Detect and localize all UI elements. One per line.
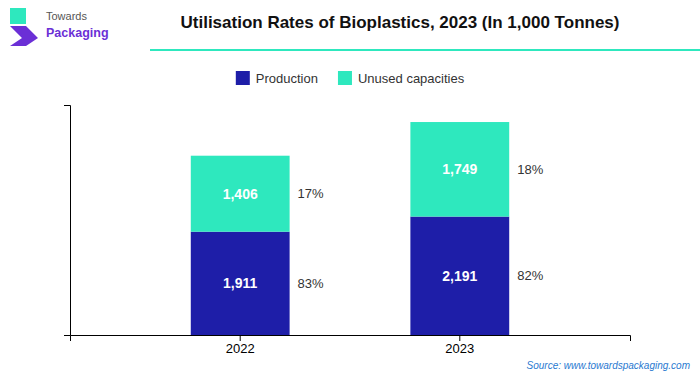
share-label: 82% (517, 268, 543, 283)
labels: 1,911 83% 2,191 82% 1,406 17% 1,749 18% (223, 161, 544, 291)
data-label: 1,749 (442, 161, 477, 177)
data-label: 1,406 (223, 186, 258, 202)
y-axis (64, 106, 71, 336)
legend-item: Production (236, 71, 318, 86)
x-tick-mark (240, 335, 241, 341)
legend-swatch (236, 71, 250, 85)
x-tick-label: 2022 (226, 341, 255, 356)
logo-square (10, 8, 26, 24)
logo-text: Packaging (46, 26, 109, 40)
x-tick: 2023 (445, 335, 474, 356)
data-label: 2,191 (442, 268, 477, 284)
plot: 1,911 83% 2,191 82% 1,406 17% 1,749 18% 2022 2023 (64, 106, 631, 357)
data-label: 1,911 (223, 275, 257, 291)
x-axis: 2022 2023 (71, 335, 631, 356)
x-axis-line (71, 336, 631, 342)
title: Utilisation Rates of Bioplastics, 2023 (… (181, 13, 620, 32)
share-label: 17% (298, 186, 324, 201)
source: Source: www.towardspackaging.com (527, 360, 690, 371)
bar (191, 156, 290, 232)
share-label: 83% (298, 276, 324, 291)
x-tick-mark (459, 335, 460, 341)
accent-line (150, 49, 700, 51)
y-axis-line (64, 106, 71, 336)
legend-swatch (338, 71, 352, 85)
bar (410, 122, 509, 217)
logo-text: Towards (46, 10, 87, 22)
x-tick: 2022 (226, 335, 255, 356)
logo (10, 8, 38, 46)
legend-label: Unused capacities (358, 71, 465, 86)
legend-label: Production (256, 71, 318, 86)
legend-item: Unused capacities (338, 71, 465, 86)
bars (191, 122, 509, 335)
bar (191, 232, 290, 335)
legend: Production Unused capacities (236, 71, 465, 86)
logo-chevron (10, 26, 38, 46)
x-tick-label: 2023 (445, 341, 474, 356)
share-label: 18% (517, 162, 543, 177)
chart: Towards Packaging Utilisation Rates of Bio… (0, 0, 700, 375)
bar (410, 217, 509, 335)
